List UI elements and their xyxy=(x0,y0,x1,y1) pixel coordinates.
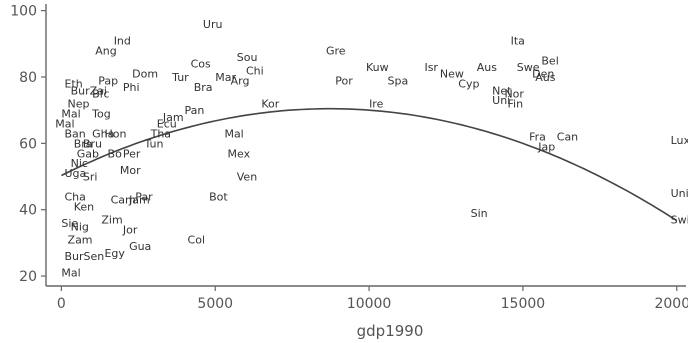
fitted-curve xyxy=(61,107,678,222)
data-point-label: Bra xyxy=(194,81,213,94)
data-point-label: Ban xyxy=(64,127,85,140)
data-point-label: Zim xyxy=(101,214,122,227)
data-point-label: Por xyxy=(335,74,353,87)
data-point-label: Par xyxy=(135,190,153,203)
data-point-label: Tha xyxy=(150,127,171,140)
x-axis-title: gdp1990 xyxy=(357,322,424,340)
data-point-label: Swe xyxy=(517,61,540,74)
x-tick-label: 15000 xyxy=(501,296,546,312)
data-point-label: Zam xyxy=(68,234,93,247)
data-point-label: Mex xyxy=(228,147,251,160)
data-point-label: Can xyxy=(557,131,578,144)
data-point-label: Bru xyxy=(83,137,102,150)
y-tick-label: 100 xyxy=(10,4,37,20)
data-point-label: Gre xyxy=(326,44,346,57)
data-point-label: Nig xyxy=(71,220,89,233)
data-point-label: Dom xyxy=(132,68,158,81)
data-point-label: Nic xyxy=(71,157,88,170)
data-point-label: Mal xyxy=(61,107,80,120)
data-point-label: Ind xyxy=(114,34,131,47)
data-point-label: Chi xyxy=(246,64,264,77)
data-point-label: Fin xyxy=(508,98,524,111)
data-point-label: Uru xyxy=(203,18,223,31)
data-point-label: Ire xyxy=(369,98,384,111)
data-point-label: Fra xyxy=(529,131,546,144)
data-point-label: Phi xyxy=(123,81,140,94)
data-point-label: Uni xyxy=(492,94,510,107)
data-point-label: Mal xyxy=(55,117,74,130)
data-point-label: Bra xyxy=(74,137,93,150)
data-point-label: Aus xyxy=(477,61,497,74)
data-point-label: Aus xyxy=(535,71,555,84)
data-point-label: Col xyxy=(188,234,205,247)
data-point-label: Eth xyxy=(64,78,82,91)
data-point-label: Gab xyxy=(77,147,99,160)
data-point-label: Ecu xyxy=(157,117,177,130)
data-point-label: New xyxy=(440,68,464,81)
data-point-label: Cam xyxy=(111,194,136,207)
data-point-label: Jap xyxy=(537,141,555,154)
data-point-label: Hon xyxy=(104,127,126,140)
y-tick-label: 20 xyxy=(19,269,37,285)
x-tick-label: 10000 xyxy=(347,296,392,312)
data-point-label: Ita xyxy=(511,34,525,47)
data-point-label: Bfc xyxy=(92,88,109,101)
y-tick-label: 40 xyxy=(19,203,37,219)
data-point-label: Jam xyxy=(162,111,184,124)
data-point-label: BurSen xyxy=(64,250,104,263)
data-point-label: Spa xyxy=(388,74,409,87)
data-point-label: Arg xyxy=(231,74,250,87)
data-point-label: Cyp xyxy=(458,78,479,91)
data-point-label: Sou xyxy=(237,51,258,64)
data-point-label: Ken xyxy=(74,200,94,213)
data-point-label: Bo xyxy=(108,147,123,160)
data-point-label: Mal xyxy=(61,267,80,280)
data-point-label: Lux xyxy=(671,134,688,147)
data-point-label: Gha xyxy=(92,127,114,140)
fit-curve-group xyxy=(61,107,678,222)
data-point-label: Sin xyxy=(471,207,488,220)
data-point-label: Sri xyxy=(83,171,98,184)
data-point-label: BurZai xyxy=(71,84,107,97)
data-point-label: Den xyxy=(532,68,554,81)
data-point-label: Nep xyxy=(68,98,90,111)
x-tick-label: 20000 xyxy=(654,296,688,312)
data-point-label: Tun xyxy=(143,137,163,150)
data-point-label: Egy xyxy=(104,247,125,260)
data-point-label: Pap xyxy=(98,74,118,87)
data-point-label: Mor xyxy=(120,164,141,177)
data-point-label: Nor xyxy=(504,88,524,101)
data-point-label: Isr xyxy=(424,61,438,74)
data-point-label: Tog xyxy=(91,107,111,120)
y-tick-label: 60 xyxy=(19,136,37,152)
data-point-label: Jam xyxy=(128,194,150,207)
data-point-label: Per xyxy=(123,147,141,160)
data-point-label: Net xyxy=(492,84,512,97)
data-point-label: Sie xyxy=(61,217,78,230)
data-point-label: Jor xyxy=(122,224,138,237)
x-tick-label: 0 xyxy=(57,296,66,312)
axes-group: 20 40 60 80 100 0 5000 10000 15000 20000 gdp1990 xyxy=(10,4,688,340)
data-point-label: Ang xyxy=(95,44,116,57)
data-point-label: Kuw xyxy=(366,61,389,74)
data-point-label: Pan xyxy=(184,104,204,117)
data-point-label: Uga xyxy=(64,167,86,180)
data-point-label: Bot xyxy=(209,190,228,203)
data-point-label: Cha xyxy=(64,190,85,203)
y-tick-label: 80 xyxy=(19,70,37,86)
data-point-label: Mal xyxy=(224,127,243,140)
data-point-label: Cos xyxy=(191,58,211,71)
data-point-label: Bel xyxy=(541,54,558,67)
data-point-label: Mar xyxy=(215,71,236,84)
data-point-label: Gua xyxy=(129,240,151,253)
data-point-label: Swi xyxy=(671,214,688,227)
data-point-label: Tur xyxy=(171,71,189,84)
x-tick-label: 5000 xyxy=(197,296,233,312)
data-point-label: Kor xyxy=(261,98,279,111)
data-point-label: Ven xyxy=(237,171,257,184)
data-point-label: Uni xyxy=(671,187,688,200)
